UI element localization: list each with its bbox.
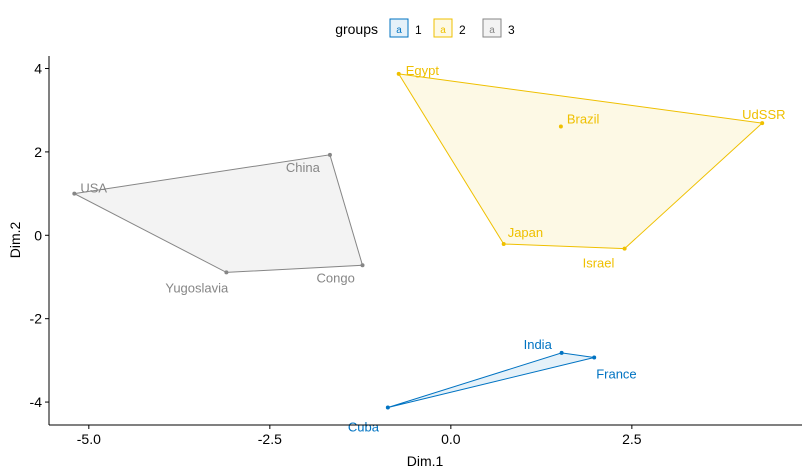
label-layer: Cuba India France Egypt Brazil UdSSR Japan Isra… <box>80 63 785 435</box>
point-france <box>592 355 597 360</box>
point-usa <box>72 191 77 196</box>
y-tick-label: 4 <box>34 61 42 77</box>
point-label-israel: Israel <box>583 256 615 271</box>
hull-group-1 <box>387 352 595 408</box>
point-label-japan: Japan <box>508 225 543 240</box>
point-udssr <box>760 121 765 126</box>
point-label-yugoslavia: Yugoslavia <box>165 280 229 295</box>
legend-key-1 <box>389 18 409 38</box>
point-cuba <box>385 405 390 410</box>
point-israel <box>622 246 627 251</box>
point-brazil <box>558 124 563 129</box>
y-tick-label: 2 <box>34 144 42 160</box>
point-label-congo: Congo <box>317 270 355 285</box>
point-congo <box>360 263 365 268</box>
x-tick-label: 2.5 <box>622 431 642 447</box>
axes: -5.0 -2.5 0.0 2.5 -4 -2 0 2 4 <box>30 56 802 447</box>
x-axis-label: Dim.1 <box>407 453 444 469</box>
legend-key-2 <box>433 18 453 38</box>
legend-key-glyph: a <box>489 25 495 36</box>
legend-title: groups <box>335 21 378 37</box>
point-layer <box>72 71 765 410</box>
y-tick-label: -4 <box>30 394 43 410</box>
legend-key-3 <box>482 18 502 38</box>
point-yugoslavia <box>224 270 229 275</box>
point-label-cuba: Cuba <box>348 419 380 434</box>
x-tick-label: 0.0 <box>441 431 461 447</box>
point-egypt <box>396 71 401 76</box>
legend-key-glyph: a <box>440 25 446 36</box>
point-china <box>327 152 332 157</box>
x-tick-label: -2.5 <box>258 431 282 447</box>
y-tick-label: 0 <box>34 227 42 243</box>
y-tick-label: -2 <box>30 311 43 327</box>
point-label-china: China <box>286 160 321 175</box>
y-axis-label: Dim.2 <box>7 222 23 259</box>
point-japan <box>501 242 506 247</box>
legend-key-glyph: a <box>396 25 402 36</box>
point-india <box>559 350 564 355</box>
point-label-france: France <box>596 366 636 381</box>
legend-label-1: 1 <box>415 23 422 37</box>
point-label-usa: USA <box>80 181 107 196</box>
point-label-india: India <box>524 337 553 352</box>
point-label-egypt: Egypt <box>406 63 440 78</box>
point-label-brazil: Brazil <box>567 111 600 126</box>
legend: groups a 1 a 2 a 3 <box>335 18 515 38</box>
legend-label-2: 2 <box>459 23 466 37</box>
point-label-udssr: UdSSR <box>742 107 785 122</box>
hull-group-2 <box>397 73 764 250</box>
x-tick-label: -5.0 <box>77 431 101 447</box>
hull-layer <box>72 73 764 408</box>
legend-label-3: 3 <box>508 23 515 37</box>
